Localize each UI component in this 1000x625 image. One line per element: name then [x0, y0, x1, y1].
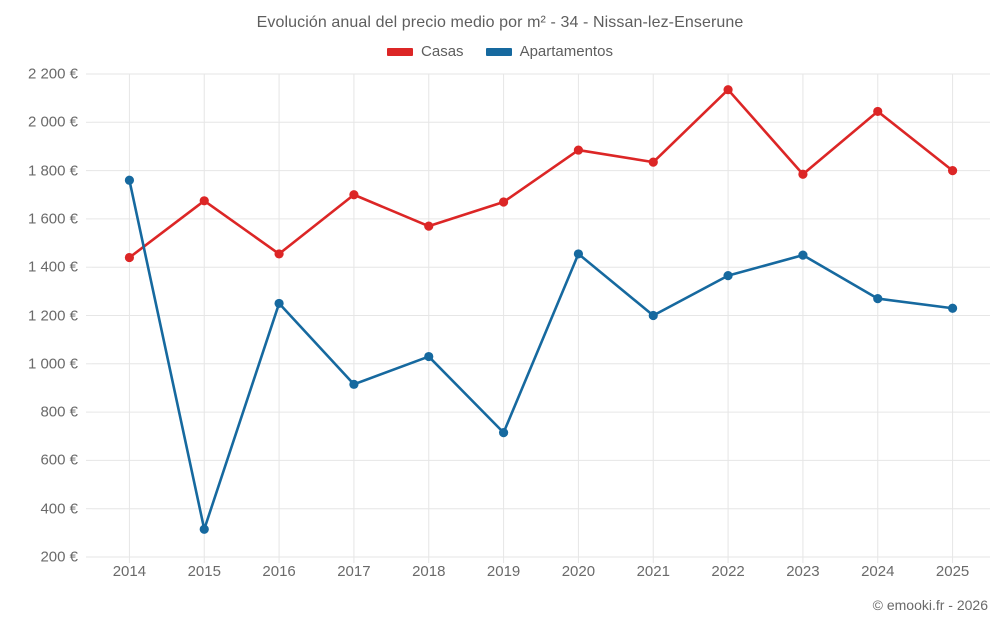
data-point-apartamentos[interactable] [873, 293, 883, 304]
data-point-casas[interactable] [498, 197, 509, 207]
legend-label-casas: Casas [421, 43, 464, 60]
y-tick-label: 800 € [40, 403, 78, 421]
y-tick-label: 2 000 € [27, 113, 78, 131]
data-point-casas[interactable] [947, 166, 958, 176]
legend-item-apartamentos[interactable]: Apartamentos [485, 43, 613, 60]
x-tick-label: 2018 [412, 563, 446, 580]
data-point-apartamentos[interactable] [573, 249, 584, 259]
x-tick-label: 2023 [786, 563, 820, 580]
data-point-casas[interactable] [274, 249, 284, 259]
x-tick-label: 2015 [187, 563, 221, 580]
legend-swatch-casas [387, 47, 414, 56]
x-tick-label: 2016 [262, 563, 296, 580]
data-point-casas[interactable] [648, 157, 658, 167]
data-point-casas[interactable] [573, 145, 584, 155]
data-point-apartamentos[interactable] [424, 351, 434, 362]
data-point-apartamentos[interactable] [723, 271, 733, 281]
data-point-casas[interactable] [873, 106, 883, 117]
legend-item-casas[interactable]: Casas [387, 43, 464, 60]
data-point-apartamentos[interactable] [274, 298, 284, 309]
x-tick-label: 2025 [935, 563, 970, 580]
data-point-apartamentos[interactable] [798, 250, 808, 260]
x-tick-label: 2019 [486, 563, 521, 580]
footer-credit: © emooki.fr - 2026 [872, 597, 988, 613]
chart-title: Evolución anual del precio medio por m² … [256, 14, 744, 31]
x-tick-label: 2022 [711, 563, 745, 580]
series-line-apartamentos [128, 178, 954, 531]
x-tick-label: 2017 [337, 563, 371, 580]
y-tick-label: 2 200 € [27, 65, 78, 83]
data-point-apartamentos[interactable] [947, 303, 958, 313]
legend-swatch-apartamentos [485, 47, 512, 56]
data-point-apartamentos[interactable] [124, 175, 135, 185]
x-tick-label: 2014 [112, 563, 147, 580]
data-point-casas[interactable] [199, 196, 209, 206]
data-point-casas[interactable] [723, 85, 733, 95]
y-tick-label: 1 600 € [27, 210, 78, 228]
data-point-casas[interactable] [124, 252, 135, 263]
y-tick-label: 1 200 € [27, 307, 78, 324]
chart-legend: Casas Apartamentos [0, 43, 1000, 60]
data-point-apartamentos[interactable] [648, 310, 658, 321]
x-tick-label: 2021 [636, 563, 670, 580]
y-tick-label: 600 € [40, 451, 78, 469]
data-point-casas[interactable] [424, 221, 434, 231]
y-tick-label: 1 800 € [27, 162, 78, 180]
data-point-apartamentos[interactable] [498, 428, 509, 438]
data-point-casas[interactable] [798, 169, 808, 179]
y-tick-label: 400 € [40, 500, 78, 518]
y-tick-label: 1 000 € [27, 355, 78, 373]
data-point-casas[interactable] [349, 190, 359, 200]
legend-label-apartamentos: Apartamentos [519, 43, 613, 60]
y-tick-label: 200 € [40, 548, 78, 566]
x-tick-label: 2024 [861, 563, 895, 580]
data-point-apartamentos[interactable] [199, 524, 209, 534]
x-tick-label: 2020 [561, 563, 596, 580]
series-line-casas [128, 88, 954, 259]
data-point-apartamentos[interactable] [349, 379, 359, 389]
y-tick-label: 1 400 € [27, 258, 78, 276]
